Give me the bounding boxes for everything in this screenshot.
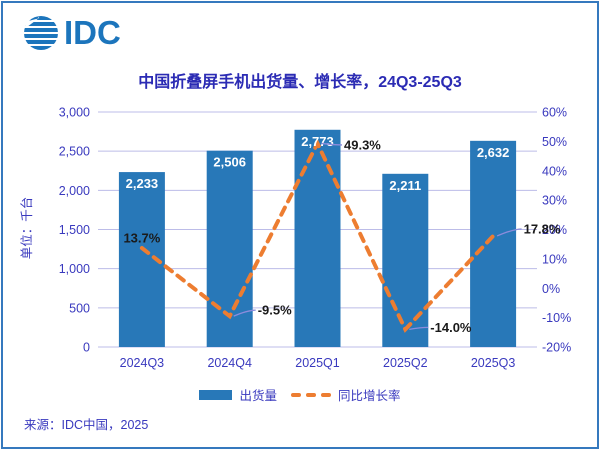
right-axis-tick: -20% (542, 341, 571, 355)
left-axis-tick: 1,000 (59, 262, 90, 276)
idc-logo: IDC (22, 12, 121, 52)
right-axis-tick: -10% (542, 311, 571, 325)
idc-globe-icon (24, 14, 58, 50)
chart-title: 中国折叠屏手机出货量、增长率，24Q3-25Q3 (138, 74, 462, 91)
bar-value-label: 2,632 (477, 145, 510, 160)
line-point-label: 17.8% (524, 221, 561, 236)
bar-2025Q3 (470, 140, 517, 347)
left-axis-tick: 2,000 (59, 184, 90, 198)
right-axis-tick: 60% (542, 106, 567, 120)
left-axis-tick: 500 (69, 301, 90, 315)
bar-value-label: 2,773 (301, 134, 334, 149)
x-axis-label: 2025Q3 (471, 356, 516, 370)
left-axis-tick: 1,500 (59, 223, 90, 237)
bar-value-label: 2,506 (213, 155, 246, 170)
right-axis-tick: 10% (542, 252, 567, 266)
right-axis-tick: 0% (542, 282, 560, 296)
legend-item-shipments: 出货量 (199, 385, 277, 404)
growth-line (139, 138, 496, 333)
right-axis-tick: 30% (542, 194, 567, 208)
right-axis-tick: 40% (542, 164, 567, 178)
line-point-label: -14.0% (430, 320, 472, 335)
left-axis-tick: 0 (83, 341, 90, 355)
left-axis-tick: 3,000 (59, 106, 90, 120)
line-point-label: 49.3% (344, 137, 381, 152)
label-leader-line (409, 326, 429, 331)
idc-logo-text: IDC (64, 13, 121, 51)
bar-2025Q2 (382, 173, 429, 347)
legend-label-shipments: 出货量 (239, 389, 277, 403)
label-leader-line (321, 142, 343, 146)
x-axis-label: 2024Q4 (207, 356, 252, 370)
right-axis-tick: 20% (542, 223, 567, 237)
x-axis-label: 2025Q1 (295, 356, 340, 370)
x-axis-label: 2024Q3 (120, 356, 165, 370)
legend-label-growth: 同比增长率 (338, 389, 401, 403)
left-axis-tick: 2,500 (59, 145, 90, 159)
bar-series-swatch (199, 389, 233, 400)
bar-value-label: 2,233 (126, 176, 159, 191)
y-axis-unit-label: 单位：千台 (19, 197, 34, 260)
label-leader-line (233, 309, 256, 317)
line-point-label: 13.7% (123, 231, 160, 246)
right-axis-tick: 50% (542, 135, 567, 149)
bar-value-label: 2,211 (389, 178, 421, 193)
line-series-swatch (291, 392, 331, 397)
line-point-label: -9.5% (258, 303, 292, 318)
bar-2025Q1 (294, 129, 341, 347)
legend-item-growth: 同比增长率 (291, 385, 401, 404)
source-note: 来源：IDC中国，2025 (24, 418, 149, 432)
chart-legend: 出货量 同比增长率 (0, 385, 600, 404)
label-leader-line (496, 228, 522, 237)
x-axis-label: 2025Q2 (383, 356, 428, 370)
